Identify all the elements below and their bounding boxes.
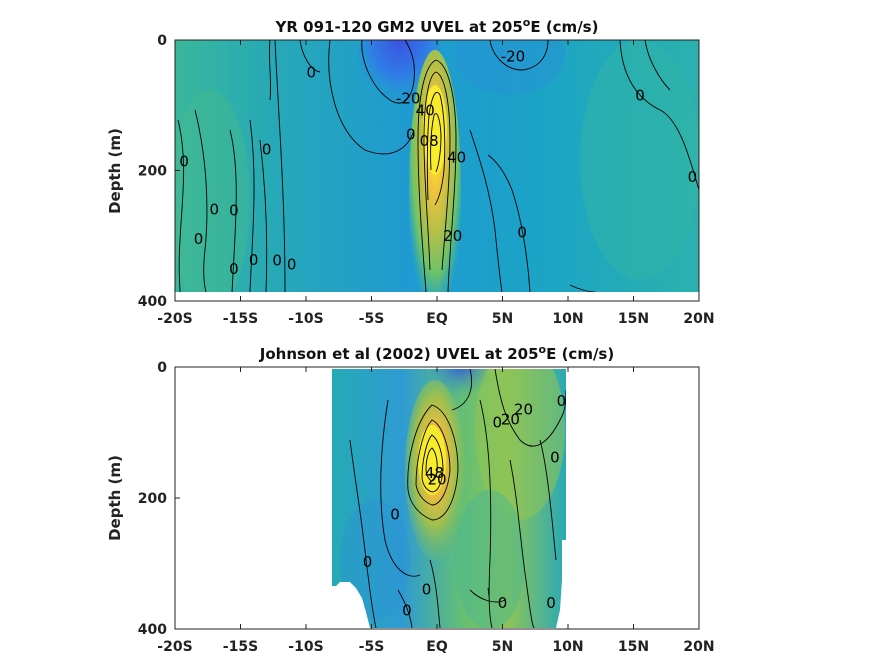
y-tick-label: 200 [138, 164, 167, 180]
y-tick-label: 400 [138, 294, 167, 310]
contour-label: 0 [262, 141, 272, 159]
contour-label: 0 [546, 594, 556, 612]
contour-label: 0 [406, 126, 416, 144]
contour-label: 0 [210, 201, 220, 219]
contour-label: 40 [416, 101, 435, 119]
chart-title-2: Johnson et al (2002) UVEL at 205oE (cm/s… [259, 343, 614, 363]
y-axis-2: 0 200 400 [138, 360, 180, 638]
contour-lines-1 [177, 40, 699, 292]
x-tick-label: -15S [223, 311, 258, 327]
y-axis-label-2: Depth (m) [106, 455, 124, 541]
x-tick-label: EQ [426, 639, 448, 655]
y-axis-1: 0 200 400 [138, 33, 180, 310]
contour-label: 0 [557, 392, 567, 410]
contour-label: 0 [287, 255, 297, 273]
x-tick-label: 15N [618, 639, 649, 655]
chart-title-1-degree: o [523, 16, 531, 29]
x-tick-label: -15S [223, 639, 258, 655]
x-tick-label: -20S [157, 311, 192, 327]
x-tick-label: 5N [492, 639, 513, 655]
contour-label: 0 [229, 201, 239, 219]
x-tick-label: 10N [552, 311, 583, 327]
contour-label: 0 [492, 414, 502, 432]
x-axis-1: -20S -15S -10S -5S EQ 5N 10N 15N 20N [157, 40, 715, 327]
contour-label: 0 [688, 168, 698, 186]
contour-label: 0 [390, 505, 400, 523]
contour-label: 0 [179, 152, 189, 170]
contour-label: 0 [498, 594, 508, 612]
contour-label: 0 [272, 252, 282, 270]
contour-label: 20 [501, 410, 520, 428]
x-tick-label: 20N [683, 311, 714, 327]
x-tick-label: -10S [288, 311, 323, 327]
contour-label: 0 [249, 251, 259, 269]
x-tick-label: 5N [492, 311, 513, 327]
contour-label: -20 [396, 90, 421, 108]
y-tick-label: 200 [138, 491, 167, 507]
contour-label: 0 [194, 230, 204, 248]
chart-title-1: YR 091-120 GM2 UVEL at 205oE (cm/s) [275, 16, 599, 36]
x-axis-2: -20S -15S -10S -5S EQ 5N 10N 15N 20N [157, 367, 715, 655]
contour-label: 20 [443, 227, 462, 245]
contour-label: 0 [550, 448, 560, 466]
x-tick-label: -20S [157, 639, 192, 655]
contour-label: 0 [402, 602, 412, 620]
chart-panel-1: YR 091-120 GM2 UVEL at 205oE (cm/s) [106, 16, 715, 327]
x-tick-label: 20N [683, 639, 714, 655]
y-axis-label-1: Depth (m) [106, 128, 124, 214]
contour-label: 20 [514, 401, 533, 419]
contour-label: 48 [425, 464, 444, 482]
contour-label: 0 [306, 64, 316, 82]
x-tick-label: -5S [359, 639, 385, 655]
chart-title-2-text: Johnson et al (2002) UVEL at 205 [259, 345, 539, 363]
contour-label: 0 [635, 86, 645, 104]
contour-lines-2 [349, 369, 566, 628]
contour-label: 0 [363, 553, 373, 571]
x-tick-label: -10S [288, 639, 323, 655]
x-tick-label: 10N [552, 639, 583, 655]
contour-label: 0 [422, 581, 432, 599]
chart-title-1-text: YR 091-120 GM2 UVEL at 205 [275, 18, 523, 36]
contour-label: 40 [447, 148, 466, 166]
contour-label: 0 [229, 260, 239, 278]
y-tick-label: 0 [157, 33, 167, 49]
contour-label: 0 [517, 223, 527, 241]
contour-label: -20 [501, 47, 526, 65]
chart-title-2-degree: o [539, 343, 547, 356]
chart-title-2-unit: E (cm/s) [546, 345, 614, 363]
x-tick-label: -5S [359, 311, 385, 327]
chart-panel-2: Johnson et al (2002) UVEL at 205oE (cm/s… [106, 343, 715, 655]
y-tick-label: 400 [138, 622, 167, 638]
chart-title-1-unit: E (cm/s) [530, 18, 598, 36]
heatmap-field-1 [175, 40, 699, 292]
heatmap-field-2 [332, 369, 566, 628]
contour-label: 20 [427, 471, 446, 489]
y-tick-label: 0 [157, 360, 167, 376]
contour-label: 08 [420, 132, 439, 150]
x-tick-label: EQ [426, 311, 448, 327]
x-tick-label: 15N [618, 311, 649, 327]
